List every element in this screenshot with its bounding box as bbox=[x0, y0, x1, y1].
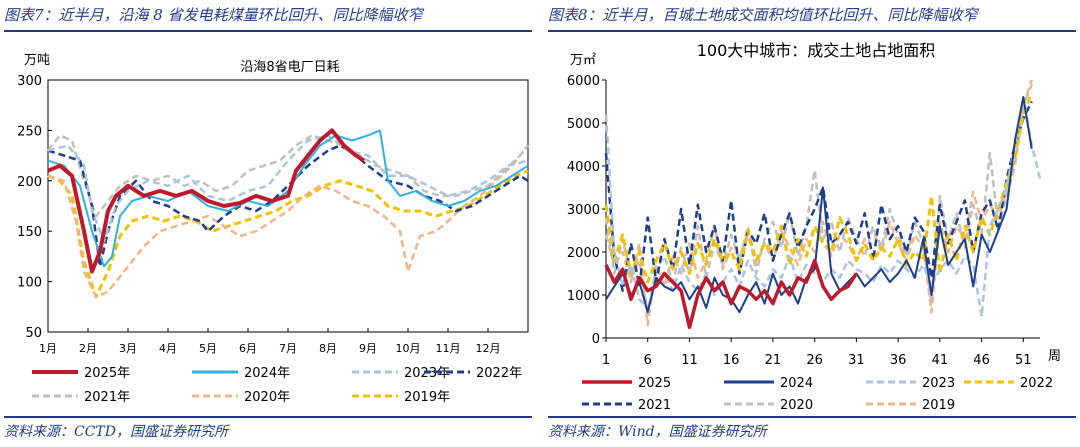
y-tick-label: 6000 bbox=[567, 74, 600, 89]
x-tick-label: 36 bbox=[890, 353, 907, 368]
x-tick-label: 4月 bbox=[159, 342, 177, 355]
x-tick-label: 26 bbox=[806, 353, 823, 368]
x-tick-label: 46 bbox=[973, 353, 990, 368]
x-tick-label: 8月 bbox=[319, 342, 337, 355]
legend-label: 2019年 bbox=[404, 390, 450, 405]
x-tick-label: 2月 bbox=[79, 342, 97, 355]
series-line-2019年 bbox=[47, 169, 529, 299]
x-tick-label: 11月 bbox=[436, 342, 461, 355]
x-tick-label: 7月 bbox=[279, 342, 297, 355]
legend-label: 2024 bbox=[780, 376, 813, 391]
source-note: 资料来源：Wind，国盛证券研究所 bbox=[548, 424, 767, 440]
legend-label: 2020 bbox=[780, 398, 813, 413]
caption-rule bbox=[4, 30, 532, 32]
x-tick-label: 6 bbox=[644, 353, 652, 368]
legend-label: 2021年 bbox=[84, 390, 130, 405]
source-rule bbox=[548, 416, 1076, 418]
x-tick-label: 1 bbox=[602, 353, 610, 368]
y-tick-label: 2000 bbox=[567, 246, 600, 261]
x-tick-label: 31 bbox=[848, 353, 865, 368]
y-tick-label: 5000 bbox=[567, 117, 600, 132]
y-tick-label: 300 bbox=[17, 74, 42, 89]
series-line-2024年 bbox=[47, 129, 529, 268]
x-axis-unit: 周 bbox=[1048, 349, 1061, 364]
x-tick-label: 11 bbox=[681, 353, 698, 368]
x-tick-label: 1月 bbox=[39, 342, 57, 355]
legend-label: 2025年 bbox=[84, 366, 130, 381]
y-tick-label: 250 bbox=[17, 124, 42, 139]
source-note: 资料来源：CCTD，国盛证券研究所 bbox=[4, 424, 228, 440]
x-tick-label: 16 bbox=[723, 353, 740, 368]
y-tick-label: 1000 bbox=[567, 289, 600, 304]
panel-power-plant-consumption: 图表7：近半月，沿海 8 省发电耗煤量环比回升、同比降幅收窄 万吨 沿海8省电厂日… bbox=[4, 0, 532, 447]
chart-title: 沿海8省电厂日耗 bbox=[240, 60, 339, 75]
legend-label: 2022 bbox=[1020, 376, 1053, 391]
legend-label: 2019 bbox=[922, 398, 955, 413]
series-line-2021 bbox=[604, 100, 1033, 292]
x-tick-label: 5月 bbox=[199, 342, 217, 355]
legend-label: 2021 bbox=[638, 398, 671, 413]
y-axis-unit: 万㎡ bbox=[570, 53, 596, 68]
legend-label: 2022年 bbox=[476, 366, 522, 381]
source-rule bbox=[4, 416, 532, 418]
series-line-2025年 bbox=[47, 128, 366, 274]
panel-land-transaction-area: 图表8：近半月，百城土地成交面积均值环比回升、同比降幅收窄 万㎡ 100大中城市：… bbox=[548, 0, 1076, 447]
x-tick-label: 9月 bbox=[359, 342, 377, 355]
legend-label: 2020年 bbox=[244, 390, 290, 405]
series-line-2020年 bbox=[47, 144, 529, 298]
plot-frame bbox=[47, 79, 529, 333]
x-tick-label: 51 bbox=[1015, 353, 1032, 368]
y-tick-label: 3000 bbox=[567, 203, 600, 218]
figure-caption: 图表7：近半月，沿海 8 省发电耗煤量环比回升、同比降幅收窄 bbox=[4, 6, 423, 24]
chart-title: 100大中城市：成交土地占地面积 bbox=[697, 41, 936, 60]
x-tick-label: 10月 bbox=[396, 342, 421, 355]
x-tick-label: 21 bbox=[765, 353, 782, 368]
figure-caption: 图表8：近半月，百城土地成交面积均值环比回升、同比降幅收窄 bbox=[548, 6, 978, 24]
caption-rule bbox=[548, 30, 1076, 32]
land-area-chart: 万㎡ 100大中城市：成交土地占地面积 6000 5000 4000 3000 2000 10… bbox=[567, 41, 1061, 413]
series-line-2022年 bbox=[47, 144, 529, 268]
y-tick-label: 150 bbox=[17, 225, 42, 240]
legend-label: 2023 bbox=[922, 376, 955, 391]
x-tick-label: 6月 bbox=[239, 342, 257, 355]
y-axis-unit: 万吨 bbox=[24, 53, 50, 68]
y-tick-label: 200 bbox=[17, 175, 42, 190]
x-tick-label: 3月 bbox=[119, 342, 137, 355]
legend-label: 2024年 bbox=[244, 366, 290, 381]
series-line-2022 bbox=[604, 92, 1034, 284]
x-tick-label: 12月 bbox=[476, 342, 501, 355]
y-tick-label: 4000 bbox=[567, 160, 600, 175]
y-tick-label: 100 bbox=[17, 276, 42, 291]
series-line-2020 bbox=[604, 83, 1033, 314]
series-line-2021年 bbox=[47, 134, 529, 218]
series-line-2023年 bbox=[47, 134, 529, 243]
x-tick-label: 41 bbox=[932, 353, 949, 368]
series-line-2019 bbox=[604, 79, 1033, 327]
y-tick-label: 50 bbox=[25, 326, 42, 341]
y-tick-label: 0 bbox=[592, 332, 600, 347]
series-line-2025 bbox=[604, 258, 858, 330]
legend-label: 2025 bbox=[638, 376, 671, 391]
